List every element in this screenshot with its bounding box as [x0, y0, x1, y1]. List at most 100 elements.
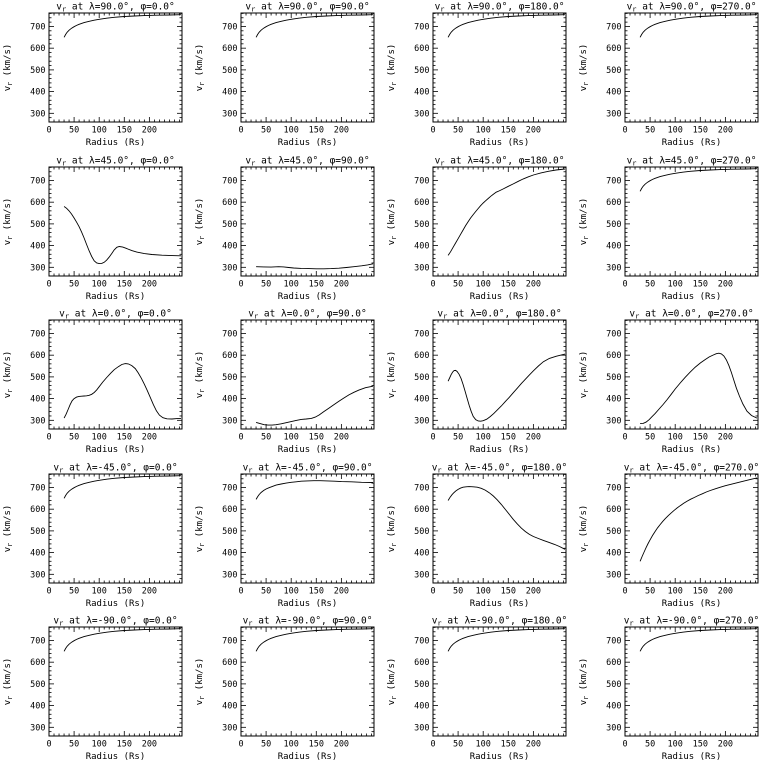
y-tick-label: 400: [606, 241, 621, 251]
data-curve: [255, 480, 374, 500]
x-tick-label: 50: [69, 740, 79, 750]
x-axis-label: Radius (Rs): [278, 445, 338, 455]
subplot-chart: 0 50 100 150 200 300 400 500 600 700 vr at λ=0.0°,…: [195, 309, 375, 455]
y-tick-label: 700: [222, 330, 237, 340]
data-curve: [447, 353, 566, 422]
x-tick-label: 50: [453, 586, 463, 596]
y-tick-label: 400: [414, 88, 429, 98]
x-tick-label: 200: [142, 433, 157, 443]
plot-title: vr at λ=0.0°, φ=180.0°: [437, 309, 561, 321]
x-tick-label: 0: [238, 586, 243, 596]
y-tick-label: 700: [606, 330, 621, 340]
subplot-cell: 0 50 100 150 200 300 400 500 600 700 vr at λ=0.0°,…: [384, 307, 576, 461]
x-axis-label: Radius (Rs): [86, 752, 146, 762]
subplot-chart: 0 50 100 150 200 300 400 500 600 700 vr at λ=0.0°,…: [387, 309, 567, 455]
y-tick-label: 300: [414, 570, 429, 580]
x-tick-label: 150: [117, 433, 132, 443]
x-tick-label: 200: [142, 125, 157, 135]
y-tick-label: 600: [30, 505, 45, 515]
plot-frame: [48, 12, 183, 123]
x-tick-label: 150: [693, 125, 708, 135]
x-tick-label: 50: [261, 740, 271, 750]
y-axis-label: vr (km/s): [579, 658, 590, 706]
y-axis-label: vr (km/s): [387, 197, 398, 245]
x-tick-label: 200: [526, 586, 541, 596]
x-axis-label: Radius (Rs): [662, 138, 722, 148]
y-tick-label: 500: [414, 373, 429, 383]
x-tick-label: 200: [526, 740, 541, 750]
plot-frame: [240, 626, 375, 737]
x-tick-label: 0: [622, 433, 627, 443]
y-tick-label: 300: [222, 570, 237, 580]
y-tick-label: 300: [222, 109, 237, 119]
x-tick-label: 50: [453, 740, 463, 750]
x-tick-label: 100: [92, 740, 107, 750]
y-tick-label: 700: [414, 22, 429, 32]
y-tick-label: 700: [414, 483, 429, 493]
x-tick-label: 150: [501, 740, 516, 750]
x-tick-label: 150: [693, 433, 708, 443]
plot-title: vr at λ=45.0°, φ=0.0°: [56, 155, 174, 167]
y-tick-label: 600: [606, 659, 621, 669]
y-tick-label: 300: [606, 109, 621, 119]
x-tick-label: 100: [668, 125, 683, 135]
plot-title: vr at λ=-45.0°, φ=270.0°: [624, 462, 760, 474]
plot-frame: [432, 12, 567, 123]
x-tick-label: 200: [334, 279, 349, 289]
x-axis-label: Radius (Rs): [662, 752, 722, 762]
x-tick-label: 200: [526, 125, 541, 135]
subplot-cell: 0 50 100 150 200 300 400 500 600 700 vr at λ=-45.0…: [192, 461, 384, 615]
subplot-chart: 0 50 100 150 200 300 400 500 600 700 vr at λ=90.0°…: [3, 1, 183, 148]
x-tick-label: 50: [261, 433, 271, 443]
y-tick-label: 500: [30, 527, 45, 537]
x-tick-label: 0: [238, 433, 243, 443]
y-tick-label: 600: [222, 198, 237, 208]
x-tick-label: 0: [46, 433, 51, 443]
plot-frame: [624, 473, 759, 584]
x-tick-label: 200: [718, 279, 733, 289]
x-axis-label: Radius (Rs): [278, 752, 338, 762]
x-tick-label: 0: [46, 586, 51, 596]
y-axis-label: vr (km/s): [195, 505, 206, 553]
y-tick-label: 600: [414, 659, 429, 669]
y-tick-label: 300: [606, 724, 621, 734]
x-axis-label: Radius (Rs): [278, 138, 338, 148]
subplot-cell: 0 50 100 150 200 300 400 500 600 700 vr at λ=-45.0…: [384, 461, 576, 615]
x-tick-label: 150: [501, 279, 516, 289]
y-axis-label: vr (km/s): [195, 44, 206, 92]
y-tick-label: 400: [606, 88, 621, 98]
y-tick-label: 500: [222, 680, 237, 690]
plot-frame: [240, 166, 375, 277]
x-tick-label: 50: [645, 586, 655, 596]
x-tick-label: 50: [645, 279, 655, 289]
subplot-cell: 0 50 100 150 200 300 400 500 600 700 vr at λ=45.0°…: [384, 154, 576, 308]
plot-title: vr at λ=90.0°, φ=90.0°: [245, 1, 369, 13]
plot-frame: [624, 319, 759, 430]
x-axis-label: Radius (Rs): [86, 292, 146, 302]
y-tick-label: 600: [414, 44, 429, 54]
subplot-cell: 0 50 100 150 200 300 400 500 600 700 vr at λ=-90.0…: [384, 614, 576, 768]
x-tick-label: 0: [430, 740, 435, 750]
plot-title: vr at λ=90.0°, φ=180.0°: [435, 1, 565, 13]
x-tick-label: 150: [117, 586, 132, 596]
y-tick-label: 500: [606, 527, 621, 537]
subplot-chart: 0 50 100 150 200 300 400 500 600 700 vr at λ=0.0°,…: [579, 309, 759, 455]
subplot-cell: 0 50 100 150 200 300 400 500 600 700 vr at λ=90.0°…: [384, 0, 576, 154]
plot-title: vr at λ=0.0°, φ=0.0°: [59, 309, 172, 321]
data-curve: [640, 352, 758, 425]
y-tick-label: 500: [30, 219, 45, 229]
x-axis-label: Radius (Rs): [86, 445, 146, 455]
subplot-cell: 0 50 100 150 200 300 400 500 600 700 vr at λ=0.0°,…: [0, 307, 192, 461]
plot-frame: [432, 626, 567, 737]
y-tick-label: 600: [606, 44, 621, 54]
x-tick-label: 50: [69, 279, 79, 289]
y-tick-label: 600: [414, 198, 429, 208]
y-tick-label: 700: [414, 637, 429, 647]
x-tick-label: 200: [334, 740, 349, 750]
